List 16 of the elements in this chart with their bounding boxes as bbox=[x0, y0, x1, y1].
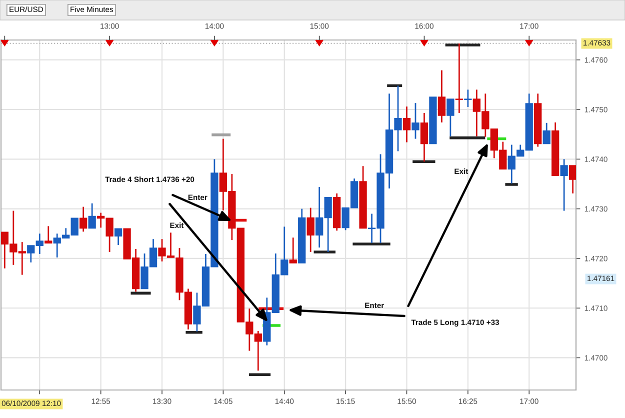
candlestick bbox=[44, 225, 52, 244]
candlestick bbox=[464, 88, 472, 108]
candlestick bbox=[560, 158, 568, 212]
candlestick bbox=[80, 206, 88, 232]
candlestick bbox=[446, 98, 454, 138]
candlestick bbox=[88, 202, 96, 229]
candlestick bbox=[568, 164, 576, 194]
candlestick bbox=[289, 236, 297, 264]
candlestick bbox=[412, 102, 420, 140]
candlestick bbox=[455, 42, 464, 114]
candlestick bbox=[114, 228, 122, 246]
candlestick bbox=[542, 122, 550, 144]
candlestick bbox=[420, 112, 428, 162]
candlestick bbox=[402, 106, 411, 143]
candlestick bbox=[306, 207, 314, 253]
candlestick bbox=[438, 70, 446, 124]
